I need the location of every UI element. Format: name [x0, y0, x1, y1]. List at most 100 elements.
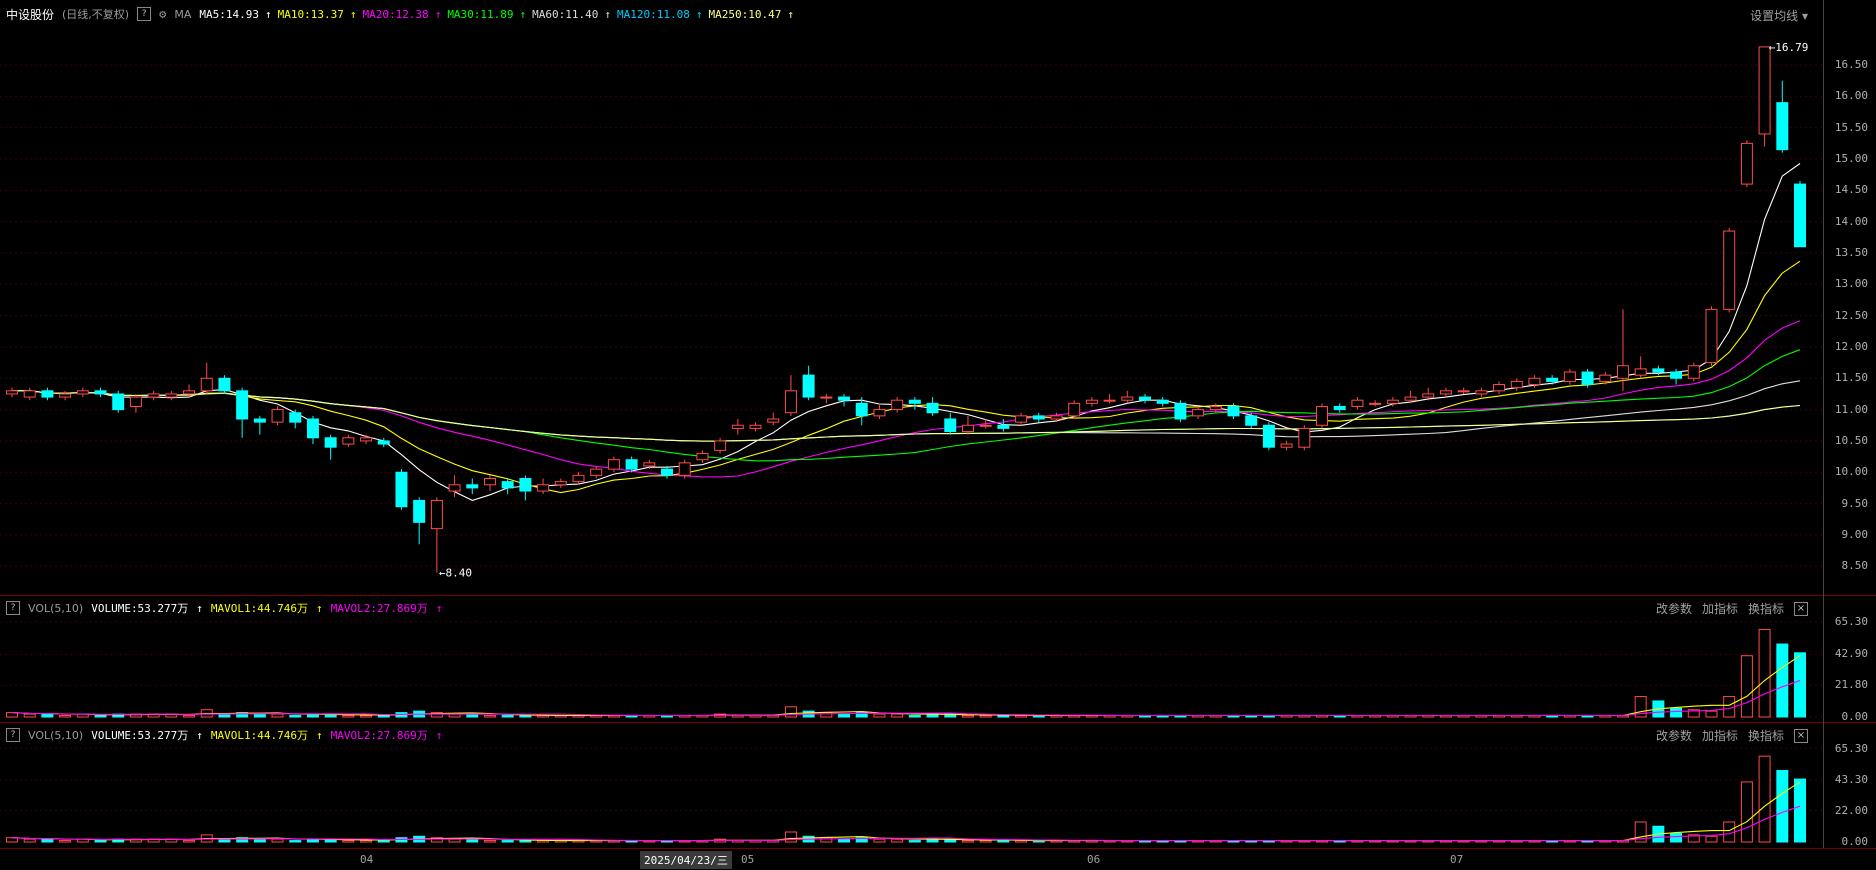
candle[interactable]: [1351, 397, 1364, 410]
candle[interactable]: [714, 437, 727, 454]
candle[interactable]: [554, 478, 567, 488]
candle[interactable]: [1121, 390, 1134, 404]
candle[interactable]: [413, 497, 426, 545]
candle[interactable]: [1634, 356, 1647, 379]
volume-bar[interactable]: [430, 837, 443, 843]
candle[interactable]: [1776, 80, 1789, 153]
candle[interactable]: [183, 384, 196, 398]
candle[interactable]: [643, 459, 656, 470]
candle[interactable]: [1156, 397, 1169, 407]
candle[interactable]: [1740, 140, 1753, 188]
volume-bar[interactable]: [961, 715, 974, 718]
help-button[interactable]: ?: [6, 601, 20, 615]
volume-bar[interactable]: [908, 840, 921, 843]
volume-bar[interactable]: [1687, 834, 1700, 843]
volume-chart-2[interactable]: [0, 723, 1876, 848]
volume-bar[interactable]: [961, 840, 974, 843]
candle[interactable]: [94, 387, 107, 398]
candle[interactable]: [961, 415, 974, 435]
candle[interactable]: [1475, 387, 1488, 398]
candle[interactable]: [448, 475, 461, 498]
candle[interactable]: [1457, 387, 1470, 394]
candle[interactable]: [1546, 375, 1559, 385]
candle[interactable]: [23, 387, 36, 401]
candle[interactable]: [802, 365, 815, 401]
candle[interactable]: [1670, 368, 1683, 385]
volume-bar[interactable]: [94, 840, 107, 843]
volume-bar[interactable]: [342, 715, 355, 718]
volume-bar[interactable]: [236, 712, 249, 718]
candle[interactable]: [820, 393, 833, 404]
candle[interactable]: [1369, 400, 1382, 407]
candle[interactable]: [1085, 397, 1098, 407]
volume-bar[interactable]: [979, 840, 992, 843]
candle[interactable]: [590, 465, 603, 479]
candle[interactable]: [661, 465, 673, 479]
candle[interactable]: [1316, 403, 1329, 429]
volume-bar[interactable]: [1705, 710, 1718, 718]
candle[interactable]: [430, 497, 443, 573]
candle[interactable]: [236, 387, 249, 438]
candle[interactable]: [731, 418, 744, 435]
candle[interactable]: [784, 375, 797, 416]
candle[interactable]: [253, 415, 266, 435]
switch-indicator-button[interactable]: 换指标: [1747, 602, 1784, 616]
candle[interactable]: [1068, 400, 1081, 419]
candle[interactable]: [306, 415, 319, 445]
candle[interactable]: [537, 478, 550, 495]
volume-bar[interactable]: [997, 715, 1010, 718]
volume-bar[interactable]: [236, 837, 249, 843]
candle[interactable]: [395, 469, 408, 510]
volume-bar[interactable]: [501, 715, 514, 718]
help-button[interactable]: ?: [6, 728, 20, 742]
candle[interactable]: [1192, 406, 1205, 419]
candle[interactable]: [1015, 412, 1028, 426]
candle[interactable]: [129, 393, 142, 413]
edit-params-button[interactable]: 改参数: [1655, 602, 1692, 616]
candle[interactable]: [767, 412, 780, 426]
volume-bar[interactable]: [59, 715, 72, 718]
volume-bar[interactable]: [23, 838, 36, 843]
volume-bar[interactable]: [838, 713, 851, 718]
volume-bar[interactable]: [377, 840, 390, 843]
candle[interactable]: [289, 409, 302, 429]
candle[interactable]: [891, 397, 904, 413]
candle[interactable]: [41, 387, 54, 401]
volume-bar[interactable]: [891, 713, 904, 718]
candle[interactable]: [1794, 180, 1806, 248]
volume-bar[interactable]: [183, 840, 196, 843]
candle[interactable]: [165, 390, 178, 401]
candle[interactable]: [1245, 412, 1258, 429]
candle[interactable]: [1652, 365, 1665, 376]
candle[interactable]: [466, 478, 479, 495]
volume-bar[interactable]: [271, 838, 284, 843]
candle[interactable]: [1050, 412, 1063, 423]
candle[interactable]: [1209, 403, 1222, 413]
candle[interactable]: [519, 475, 532, 501]
candle[interactable]: [1386, 397, 1399, 407]
candle[interactable]: [377, 437, 390, 448]
candle[interactable]: [696, 450, 709, 463]
volume-bar[interactable]: [1776, 769, 1789, 843]
ma-settings-dropdown[interactable]: 设置均线 ▾: [1750, 7, 1808, 24]
volume-bar[interactable]: [1705, 835, 1718, 843]
volume-bar[interactable]: [1758, 628, 1771, 718]
volume-bar[interactable]: [23, 713, 36, 718]
candle[interactable]: [1493, 381, 1506, 394]
volume-bar[interactable]: [1670, 707, 1683, 718]
candle[interactable]: [1032, 412, 1045, 423]
volume-bar[interactable]: [838, 838, 851, 843]
help-button[interactable]: ?: [137, 7, 152, 21]
candle[interactable]: [979, 418, 992, 429]
volume-bar[interactable]: [183, 715, 196, 718]
candle[interactable]: [1723, 227, 1736, 313]
volume-bar[interactable]: [519, 715, 532, 718]
volume-bar[interactable]: [483, 715, 496, 718]
volume-bar[interactable]: [1670, 832, 1683, 843]
candle[interactable]: [1687, 362, 1700, 382]
candle[interactable]: [342, 434, 355, 448]
candle[interactable]: [926, 397, 939, 416]
candle[interactable]: [607, 456, 620, 473]
volume-pane-2[interactable]: ? VOL(5,10) VOLUME:53.277万 ↑ MAVOL1:44.74…: [0, 722, 1876, 848]
candle[interactable]: [1174, 400, 1187, 423]
